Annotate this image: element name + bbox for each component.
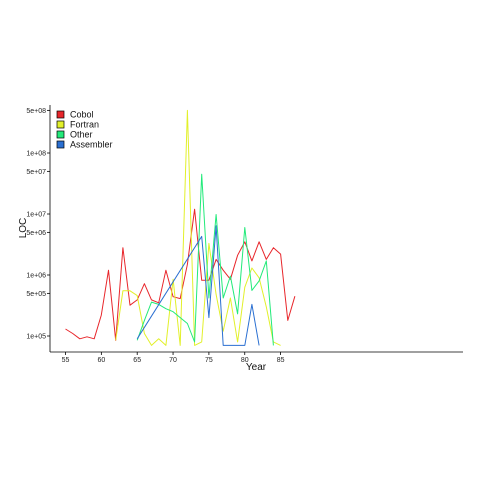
legend-swatch-fortran [56,120,65,129]
legend-swatch-cobol [56,110,65,119]
x-tick-label: 75 [205,357,213,364]
x-tick-label: 65 [133,357,141,364]
x-tick-label: 55 [62,357,70,364]
legend-swatch-assembler [56,140,65,149]
legend-label-fortran: Fortran [70,120,99,130]
y-tick-label: 1e+07 [26,212,46,219]
y-tick-label: 1e+05 [26,334,46,341]
series-lines [65,109,296,346]
legend-label-assembler: Assembler [70,140,113,150]
y-tick-label: 5e+08 [26,108,46,115]
legend-label-other: Other [70,130,93,140]
series-line-fortran [115,109,281,346]
legend-label-cobol: Cobol [70,110,94,120]
x-axis-ticks: 55 60 65 70 75 80 85 [62,352,285,364]
series-line-assembler [136,225,260,346]
x-tick-label: 60 [97,357,105,364]
y-tick-label: 1e+06 [26,273,46,280]
y-axis-ticks: 1e+05 5e+05 1e+06 5e+06 1e+07 5e+07 1e+08 5e+08 [26,108,50,341]
y-tick-label: 5e+07 [26,169,46,176]
legend-swatch-other [56,130,65,139]
series-line-cobol [65,208,296,341]
y-tick-label: 5e+05 [26,291,46,298]
y-tick-label: 5e+06 [26,230,46,237]
x-tick-label: 70 [169,357,177,364]
y-axis-title: LOC [18,218,29,239]
x-tick-label: 80 [241,357,249,364]
x-axis-title: Year [246,362,267,373]
series-line-other [136,173,274,346]
x-tick-label: 85 [277,357,285,364]
y-tick-label: 1e+08 [26,151,46,158]
